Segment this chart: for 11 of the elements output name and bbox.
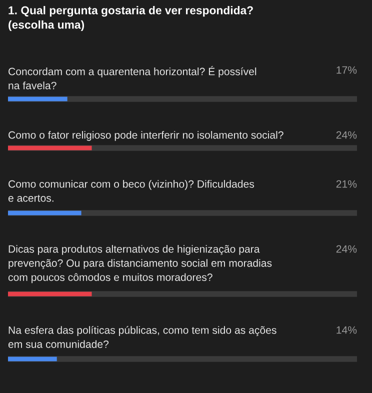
data-label: 17%: [336, 66, 357, 74]
chart-title: 1. Qual pergunta gostaria de ver respondida? (escolha uma): [8, 6, 253, 31]
data-label: 24%: [336, 245, 357, 253]
y-tick-label: Dicas para produtos alternativos de higienização para prevenção? Ou para distanciamento social em moradias com poucos cômodos e muitos moradores?: [8, 245, 272, 284]
y-tick-label: Concordam com a quarentena horizontal? É possível na favela?: [8, 66, 256, 90]
data-label: 14%: [336, 326, 357, 334]
data-label: 21%: [336, 180, 357, 188]
y-tick-label: Como o fator religioso pode interferir no isolamento social?: [8, 131, 284, 141]
y-tick-label: Como comunicar com o beco (vizinho)? Dificuldades e acertos.: [8, 180, 254, 202]
y-tick-label: Na esfera das políticas públicas, como tem sido as ações em sua comunidade?: [8, 326, 276, 348]
data-label: 24%: [336, 131, 357, 139]
